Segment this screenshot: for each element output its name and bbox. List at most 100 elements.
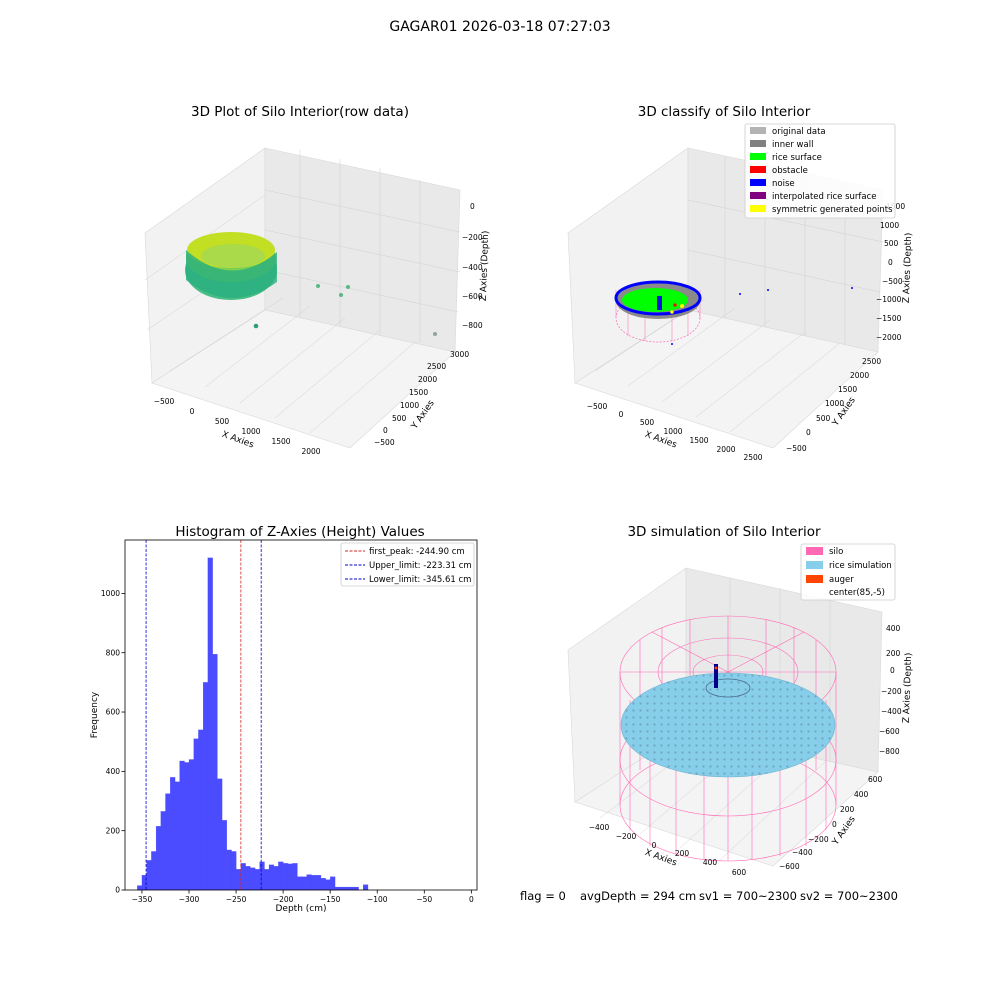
sim-x-tick: 200	[675, 849, 690, 858]
raw-point-cloud	[185, 232, 437, 336]
hist-y-tick-label: 1000	[101, 589, 120, 598]
classify-symmetric	[680, 304, 684, 308]
classify-wire-wall	[615, 290, 701, 341]
classify-noise-point	[671, 343, 673, 345]
classify-x-tick: −500	[587, 402, 608, 411]
legend-swatch-interpolated	[750, 192, 766, 199]
sim-z-tick: 400	[886, 624, 901, 633]
classify-noise-point	[739, 293, 741, 295]
sim-y-tick: −600	[779, 862, 800, 871]
legend-label-rice: rice simulation	[829, 561, 892, 571]
sim-y-tick: 0	[832, 820, 837, 829]
classify-x-tick: 0	[619, 410, 624, 419]
sim-y-tick: −400	[792, 848, 813, 857]
classify-panel: 3D classify of Silo Interior −500	[567, 104, 914, 462]
hist-bar	[198, 729, 204, 891]
hist-bar	[155, 826, 162, 891]
raw-y-tick: 1000	[400, 401, 419, 410]
classify-noise-point	[851, 287, 853, 289]
hist-bar	[363, 884, 369, 891]
hist-bar	[301, 876, 307, 891]
raw-x-tick: 0	[190, 407, 195, 416]
sim-legend: silo rice simulation auger center(85,-5)	[800, 543, 896, 601]
classify-symmetric	[670, 310, 674, 314]
hist-bar	[315, 875, 322, 891]
raw-z-tick: −800	[462, 321, 483, 330]
classify-y-ticks: −500 0 500 1000 1500 2000 2500	[786, 357, 881, 453]
hist-bar	[188, 759, 195, 891]
legend-swatch-original	[750, 127, 766, 134]
legend-label-obstacle: obstacle	[772, 166, 808, 176]
classify-y-tick: 500	[816, 414, 831, 423]
classify-x-tick: 2500	[743, 453, 762, 462]
raw-ring-wall	[186, 250, 277, 299]
legend-swatch-noise	[750, 179, 766, 186]
hist-bar	[259, 861, 265, 891]
hist-bar	[320, 878, 326, 891]
legend-label-original: original data	[772, 127, 826, 137]
hist-bar	[212, 654, 218, 891]
hist-bar	[250, 867, 256, 891]
hist-x-tick-label: −300	[179, 895, 200, 904]
hist-bar	[264, 869, 270, 891]
hist-bar	[179, 760, 185, 891]
hist-y-tick-label: 800	[106, 648, 121, 657]
raw-y-tick: −500	[374, 438, 395, 447]
hist-legend-lower-label: Lower_limit: -345.61 cm	[369, 575, 471, 585]
hist-x-tick-label: −150	[320, 895, 341, 904]
status-sv1: sv1 = 700~2300	[699, 889, 797, 903]
hist-panel: Histogram of Z-Axies (Height) Values −35…	[90, 524, 478, 914]
classify-z-tick: 1000	[880, 221, 899, 230]
sim-z-tick: −400	[881, 707, 902, 716]
hist-bar	[221, 820, 227, 891]
hist-bar	[146, 860, 152, 891]
legend-swatch-rice	[806, 561, 823, 569]
legend-label-noise: noise	[772, 179, 795, 189]
legend-swatch-inner-wall	[750, 140, 766, 147]
hist-bar	[184, 762, 190, 891]
sim-x-ticks: −400 −200 0 200 400 600	[589, 823, 747, 877]
legend-label-inner-wall: inner wall	[772, 140, 813, 150]
legend-swatch-obstacle	[750, 166, 766, 173]
hist-bar	[287, 863, 293, 891]
legend-label-symmetric: symmetric generated points	[772, 205, 893, 215]
classify-x-tick: 2000	[716, 445, 735, 454]
raw-z-tick: −200	[462, 233, 483, 242]
sim-xlabel: X Axies	[643, 848, 678, 869]
hist-bar	[193, 738, 199, 891]
hist-bar	[353, 886, 359, 891]
hist-bar	[151, 851, 157, 891]
raw-x-tick: 2000	[301, 447, 320, 456]
hist-bar	[217, 778, 223, 891]
raw-x-ticks: −500 0 500 1000 1500 2000	[154, 397, 321, 456]
hist-x-tick-label: −100	[367, 895, 388, 904]
sim-y-ticks: −600 −400 −200 0 200 400 600	[779, 775, 883, 871]
legend-label-interpolated: interpolated rice surface	[772, 192, 877, 202]
raw-ring-hole	[201, 244, 265, 268]
raw-outlier	[253, 323, 259, 329]
classify-z-ticks: 1500 1000 500 0 −500 −1000 −1500 −2000	[876, 202, 905, 342]
classify-y-tick: 2000	[850, 371, 869, 380]
raw-x-tick: 1000	[241, 427, 260, 436]
sim-y-tick: 200	[840, 805, 855, 814]
hist-bar	[339, 886, 345, 891]
classify-y-tick: 1000	[825, 399, 844, 408]
hist-legend-upper-label: Upper_limit: -223.31 cm	[369, 561, 472, 571]
classify-z-tick: −1000	[876, 295, 902, 304]
hist-bar	[137, 885, 143, 891]
hist-x-tick-label: −200	[273, 895, 294, 904]
sim-z-tick: −200	[881, 687, 902, 696]
classify-legend: original data inner wall rice surface ob…	[744, 123, 896, 219]
classify-y-tick: −500	[786, 444, 807, 453]
raw-z-ticks: 0 −200 −400 −600 −800	[462, 202, 483, 330]
raw-pane-floor	[151, 309, 456, 449]
sim-z-tick: 0	[890, 666, 895, 675]
raw-title: 3D Plot of Silo Interior(row data)	[191, 104, 409, 120]
hist-bar	[297, 876, 303, 891]
hist-bar	[226, 849, 232, 891]
classify-x-ticks: −500 0 500 1000 1500 2000 2500	[587, 402, 763, 462]
classify-rice-surface	[622, 288, 688, 312]
hist-legend-peak-label: first_peak: -244.90 cm	[369, 547, 465, 557]
hist-legend: first_peak: -244.90 cm Upper_limit: -223…	[340, 542, 475, 587]
sim-rice-texture	[621, 673, 835, 777]
